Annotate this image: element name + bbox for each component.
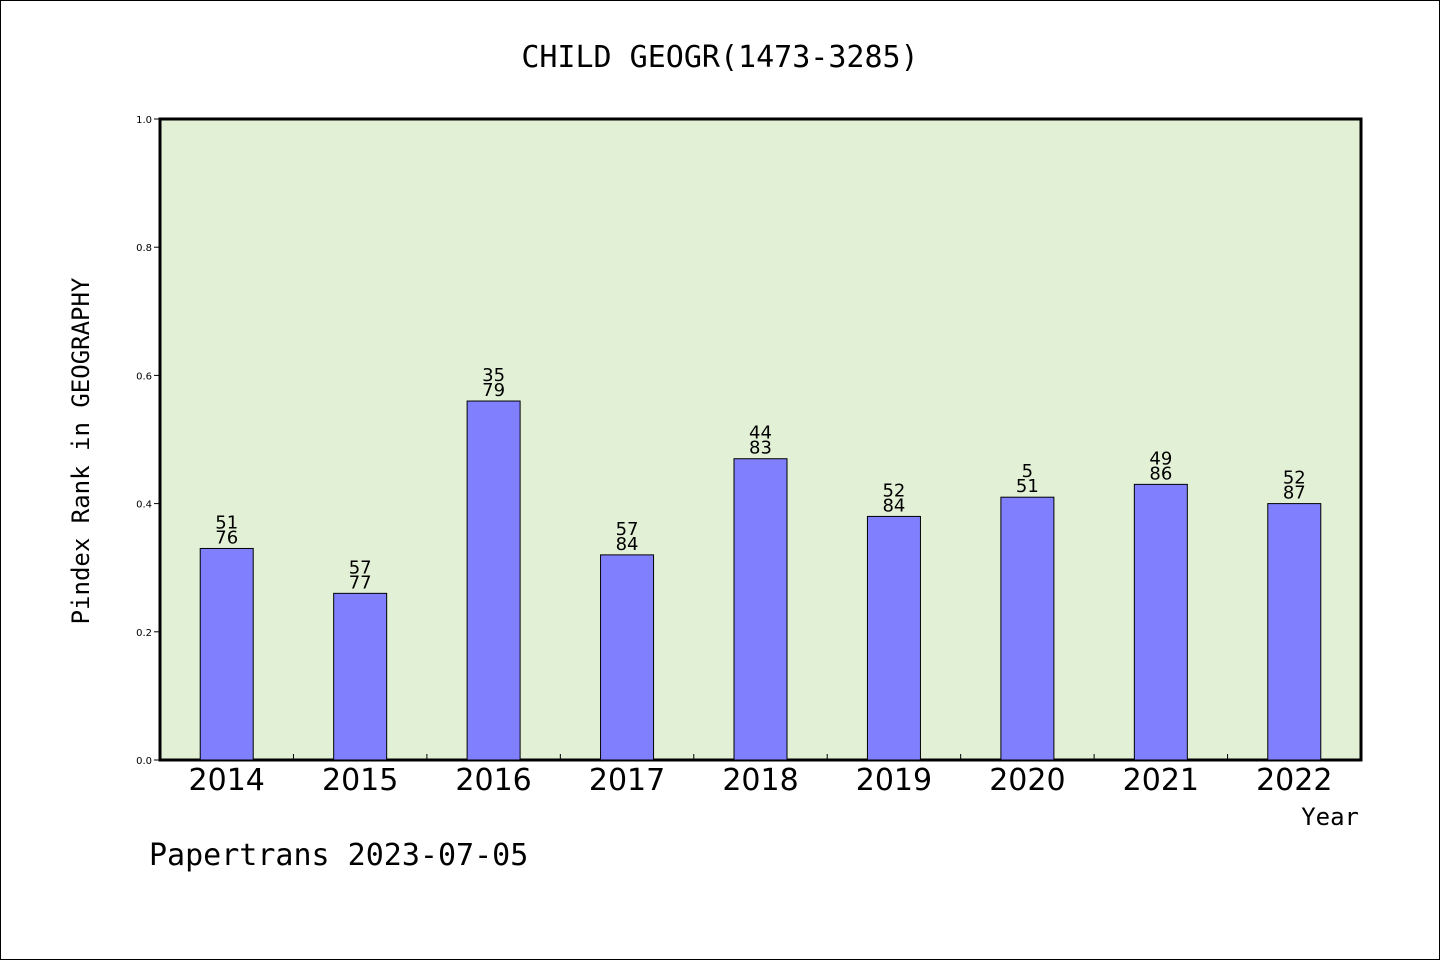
data-label-top: 52 [882, 480, 905, 501]
y-tick-label: 0.6 [136, 371, 152, 382]
data-label-top: 35 [482, 365, 505, 386]
bar-2019 [866, 515, 921, 761]
x-tick-label: 2020 [989, 763, 1065, 798]
footer-credit: Papertrans 2023-07-05 [149, 838, 528, 873]
y-tick-label: 0.0 [136, 756, 152, 767]
data-label-top: 5 [1022, 461, 1033, 482]
y-tick-label: 0.2 [136, 628, 152, 639]
data-label-bottom: 87 [1283, 483, 1306, 504]
data-label-bottom: 51 [1016, 476, 1039, 497]
x-tick-label: 2018 [722, 763, 798, 798]
y-tick-label: 0.8 [136, 243, 152, 254]
data-label-top: 49 [1149, 448, 1172, 469]
x-tick-label: 2015 [322, 763, 398, 798]
x-axis-label: Year [1301, 803, 1359, 831]
data-label-top: 57 [349, 557, 372, 578]
bar-2017 [600, 554, 655, 761]
x-tick-label: 2016 [455, 763, 531, 798]
data-label-bottom: 76 [215, 527, 238, 548]
chart-title: CHILD GEOGR(1473-3285) [521, 40, 918, 75]
data-label-top: 52 [1283, 468, 1306, 489]
data-label-bottom: 86 [1149, 463, 1172, 484]
x-axis: 2014 2015 2016 2017 2018 2019 2020 2021 2022 [189, 754, 1332, 798]
y-axis-label: Pindex Rank in GEOGRAPHY [67, 277, 95, 624]
bar-2018 [733, 458, 788, 761]
bar-series [199, 400, 1322, 761]
data-label-top: 51 [215, 512, 238, 533]
data-label-bottom: 79 [482, 380, 505, 401]
data-label-bottom: 83 [749, 438, 772, 459]
data-label-top: 57 [616, 519, 639, 540]
x-tick-label: 2014 [189, 763, 265, 798]
bar-2014 [199, 547, 254, 761]
data-label-bottom: 84 [882, 495, 905, 516]
y-tick-label: 0.4 [136, 500, 152, 511]
x-tick-label: 2022 [1256, 763, 1332, 798]
x-tick-label: 2021 [1123, 763, 1199, 798]
x-tick-label: 2019 [856, 763, 932, 798]
y-tick-label: 1.0 [136, 115, 152, 126]
bar-2015 [333, 592, 388, 761]
bar-2021 [1133, 483, 1188, 761]
bar-2022 [1267, 503, 1322, 761]
x-tick-label: 2017 [589, 763, 665, 798]
data-label-bottom: 84 [616, 534, 639, 555]
data-label-bottom: 77 [349, 572, 372, 593]
data-label-top: 44 [749, 423, 772, 444]
bar-2016 [466, 400, 521, 761]
bar-2020 [1000, 496, 1055, 761]
y-axis: 0.0 0.2 0.4 0.6 0.8 1.0 [136, 115, 160, 767]
